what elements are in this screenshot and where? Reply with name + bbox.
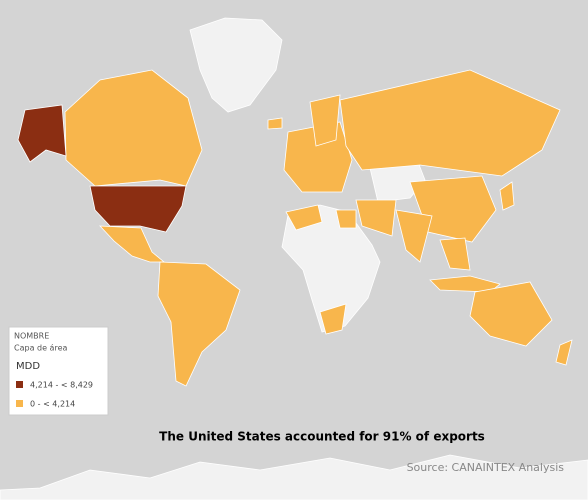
source-note: Source: CANAINTEX Analysis <box>407 461 565 474</box>
legend-label: 4,214 - < 8,429 <box>30 381 93 390</box>
legend-measure: MDD <box>16 361 40 372</box>
legend-subtitle: Capa de área <box>14 344 67 353</box>
legend-title: NOMBRE <box>14 332 49 341</box>
countries-low <box>64 69 573 387</box>
legend-label: 0 - < 4,214 <box>30 400 75 409</box>
land-unrated <box>0 17 588 500</box>
countries-high <box>17 104 187 233</box>
annotation: The United States accounted for 91% of e… <box>159 430 485 444</box>
legend-swatch <box>16 400 23 407</box>
legend: NOMBRE Capa de área MDD 4,214 - < 8,429 … <box>8 326 109 416</box>
legend-swatch <box>16 381 23 388</box>
legend-box <box>8 326 109 416</box>
